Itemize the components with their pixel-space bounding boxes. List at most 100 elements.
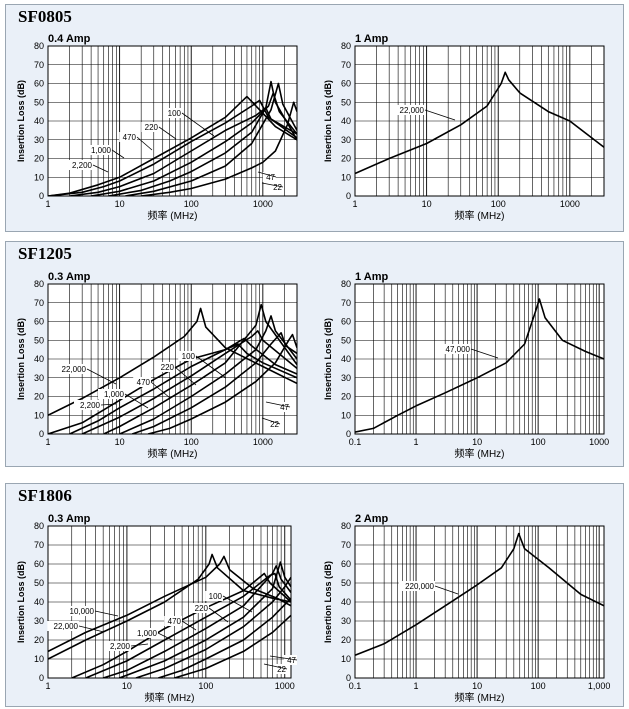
curve-label-bg-p2c0-5 xyxy=(191,603,209,613)
series-line-p0c0-6 xyxy=(141,101,297,196)
y-tick-label-p1c1: 10 xyxy=(341,410,351,420)
curve-label-p1c1-0: 47,000 xyxy=(446,345,471,354)
curve-label-p1c0-6: 47 xyxy=(280,403,289,412)
x-axis-label-p2c1: 频率 (MHz) xyxy=(455,691,505,704)
series-line-p1c0-0 xyxy=(48,307,297,417)
curve-label-bg-p2c0-4 xyxy=(164,616,182,626)
y-tick-label-p2c0: 0 xyxy=(39,673,44,683)
curve-pointer-p1c0-6 xyxy=(265,401,291,408)
y-tick-label-p1c0: 40 xyxy=(34,354,44,364)
x-tick-label-p2c1: 100 xyxy=(531,681,546,691)
series-line-p1c1-0 xyxy=(355,298,604,433)
x-tick-label-p1c0: 10 xyxy=(115,437,125,447)
series-line-p2c0-1 xyxy=(48,555,291,653)
x-tick-label-p2c1: 0.1 xyxy=(349,681,362,691)
curve-label-bg-p2c0-8 xyxy=(273,664,287,674)
series-line-p1c0-4 xyxy=(103,303,297,434)
curve-label-bg-p1c0-1 xyxy=(74,400,101,410)
curve-pointer-p1c0-0 xyxy=(86,368,117,385)
curve-pointer-p0c0-5 xyxy=(257,171,277,178)
y-tick-label-p0c0: 70 xyxy=(34,60,44,70)
y-axis-label-p1c1: Insertion Loss (dB) xyxy=(323,318,333,400)
y-tick-label-p2c0: 80 xyxy=(34,521,44,531)
curve-pointer-p2c0-2 xyxy=(130,643,149,647)
series-line-p0c0-0 xyxy=(48,95,297,196)
y-tick-label-p0c1: 0 xyxy=(346,191,351,201)
y-tick-label-p0c0: 40 xyxy=(34,116,44,126)
series-line-p1c0-7 xyxy=(147,333,297,434)
curve-pointer-p0c0-4 xyxy=(181,112,215,137)
y-tick-label-p2c0: 60 xyxy=(34,559,44,569)
curve-pointer-p2c0-1 xyxy=(78,625,105,633)
curve-label-bg-p2c0-7 xyxy=(283,655,297,665)
x-axis-label-p2c0: 频率 (MHz) xyxy=(145,691,195,704)
y-tick-label-p0c1: 60 xyxy=(341,79,351,89)
x-tick-label-p1c1: 0.1 xyxy=(349,437,362,447)
curve-label-bg-p1c0-5 xyxy=(178,351,196,361)
y-tick-label-p2c0: 50 xyxy=(34,578,44,588)
curve-label-p2c0-7: 47 xyxy=(287,656,296,665)
curve-label-bg-p1c0-0 xyxy=(55,364,87,374)
curve-pointer-p2c0-3 xyxy=(157,632,173,641)
x-tick-label-p1c1: 10 xyxy=(472,437,482,447)
x-tick-label-p1c1: 1000 xyxy=(589,437,609,447)
y-tick-label-p1c0: 10 xyxy=(34,410,44,420)
curve-label-bg-p0c0-4 xyxy=(164,108,182,118)
y-tick-label-p1c0: 20 xyxy=(34,392,44,402)
chart-subtitle-p0c1: 1 Amp xyxy=(355,33,388,45)
curve-pointer-p0c0-1 xyxy=(111,149,125,159)
curve-label-bg-p2c0-1 xyxy=(47,621,79,631)
y-tick-label-p2c1: 70 xyxy=(341,540,351,550)
curve-label-p0c0-6: 22 xyxy=(273,183,282,192)
series-line-p1c0-1 xyxy=(48,343,297,434)
y-tick-label-p2c1: 60 xyxy=(341,559,351,569)
curve-label-p1c0-1: 2,200 xyxy=(80,401,101,410)
x-tick-label-p1c1: 100 xyxy=(531,437,546,447)
y-tick-label-p2c1: 80 xyxy=(341,521,351,531)
curve-label-bg-p2c0-2 xyxy=(104,641,131,651)
curve-label-bg-p1c0-7 xyxy=(266,419,280,429)
chart-subtitle-p2c1: 2 Amp xyxy=(355,513,388,525)
y-tick-label-p2c1: 40 xyxy=(341,597,351,607)
series-line-p1c0-3 xyxy=(81,330,297,434)
plot-frame-p0c1 xyxy=(354,45,605,197)
curve-label-bg-p1c1-0 xyxy=(439,344,471,354)
y-tick-label-p0c0: 80 xyxy=(34,41,44,51)
x-tick-label-p1c1: 1 xyxy=(414,437,419,447)
curve-label-p0c0-3: 220 xyxy=(145,123,159,132)
y-tick-label-p0c0: 20 xyxy=(34,154,44,164)
curve-pointer-p2c0-8 xyxy=(263,663,288,670)
y-tick-label-p1c0: 70 xyxy=(34,298,44,308)
series-line-p0c1-0 xyxy=(355,71,604,175)
curve-pointer-p2c1-0 xyxy=(434,585,459,595)
y-tick-label-p2c1: 50 xyxy=(341,578,351,588)
curve-label-p1c0-2: 1,000 xyxy=(104,390,125,399)
y-tick-label-p1c1: 80 xyxy=(341,279,351,289)
y-axis-label-p1c0: Insertion Loss (dB) xyxy=(16,318,26,400)
curve-label-p2c0-1: 22,000 xyxy=(54,622,79,631)
panel-title-sf1205: SF1205 xyxy=(18,244,72,263)
x-tick-label-p0c1: 100 xyxy=(491,199,506,209)
curve-label-p2c0-5: 220 xyxy=(195,604,209,613)
y-tick-label-p2c0: 70 xyxy=(34,540,44,550)
x-axis-label-p0c0: 频率 (MHz) xyxy=(148,209,198,222)
y-tick-label-p2c0: 30 xyxy=(34,616,44,626)
y-tick-label-p0c0: 30 xyxy=(34,135,44,145)
curve-label-bg-p0c0-5 xyxy=(262,172,276,182)
curve-pointer-p1c0-2 xyxy=(124,393,149,409)
curve-label-bg-p2c0-0 xyxy=(63,606,95,616)
curve-label-p0c0-0: 2,200 xyxy=(72,161,93,170)
y-tick-label-p0c1: 40 xyxy=(341,116,351,126)
curve-pointer-p2c0-7 xyxy=(269,655,298,661)
x-tick-label-p0c0: 1000 xyxy=(253,199,273,209)
curve-label-p1c0-3: 470 xyxy=(137,378,151,387)
series-line-p2c0-3 xyxy=(85,572,291,678)
y-axis-label-p2c1: Insertion Loss (dB) xyxy=(323,561,333,643)
curve-label-p2c0-2: 2,200 xyxy=(110,642,131,651)
y-tick-label-p2c0: 10 xyxy=(34,654,44,664)
curve-label-bg-p0c0-2 xyxy=(119,132,137,142)
series-line-p2c0-0 xyxy=(48,553,291,660)
y-tick-label-p1c1: 20 xyxy=(341,392,351,402)
curve-label-p2c0-6: 100 xyxy=(209,592,223,601)
